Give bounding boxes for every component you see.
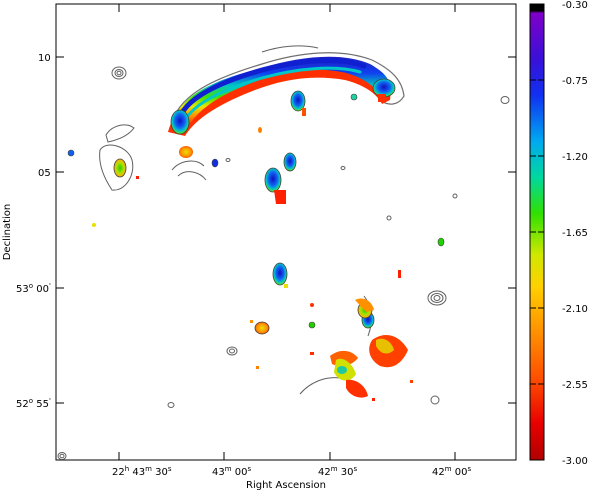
y-axis xyxy=(56,56,516,404)
src-b xyxy=(283,152,297,172)
arc-left-end xyxy=(170,109,190,135)
arc-blue-ridge xyxy=(175,58,367,125)
src-h xyxy=(179,146,193,158)
x-tick-label: 43m 00s xyxy=(212,465,251,478)
y-tick-label: 05 xyxy=(38,168,51,179)
colorbar: -0.30 -0.75 -1.20 -1.65 -2.10 -2.55 -3.00 xyxy=(529,0,588,467)
arc-cyan-band xyxy=(180,66,362,128)
y-axis-title: Declination xyxy=(2,204,13,261)
arc-contour xyxy=(169,52,405,131)
gray-contours xyxy=(57,45,510,460)
colorbar-tick-label: -1.65 xyxy=(562,228,588,239)
src-a xyxy=(290,90,306,112)
x-axis xyxy=(118,4,456,460)
plot-frame xyxy=(55,3,517,461)
arc-body xyxy=(172,56,391,130)
src-c xyxy=(264,167,282,193)
y-tick-label: 53o 00' xyxy=(16,282,51,295)
colorbar-tick-label: -0.30 xyxy=(562,0,588,11)
src-g xyxy=(113,158,127,178)
x-axis-title: Right Ascension xyxy=(246,480,326,491)
red-complex xyxy=(136,176,413,401)
colorbar-tick-label: -3.00 xyxy=(562,456,588,467)
map-image xyxy=(57,45,510,460)
y-tick-label: 52o 55' xyxy=(16,397,51,410)
y-tick-label: 10 xyxy=(38,53,51,64)
colorbar-tick-label: -2.55 xyxy=(562,380,588,391)
colorbar-tick-label: -1.20 xyxy=(562,152,588,163)
x-tick-label: 22h 43m 30s xyxy=(112,465,172,478)
src-d xyxy=(272,262,288,286)
src-i xyxy=(254,321,270,335)
colorbar-tick-label: -2.10 xyxy=(562,304,588,315)
x-tick-label: 42m 00s xyxy=(432,465,471,478)
x-tick-label: 42m 30s xyxy=(318,465,357,478)
colorbar-tick-label: -0.75 xyxy=(562,76,588,87)
